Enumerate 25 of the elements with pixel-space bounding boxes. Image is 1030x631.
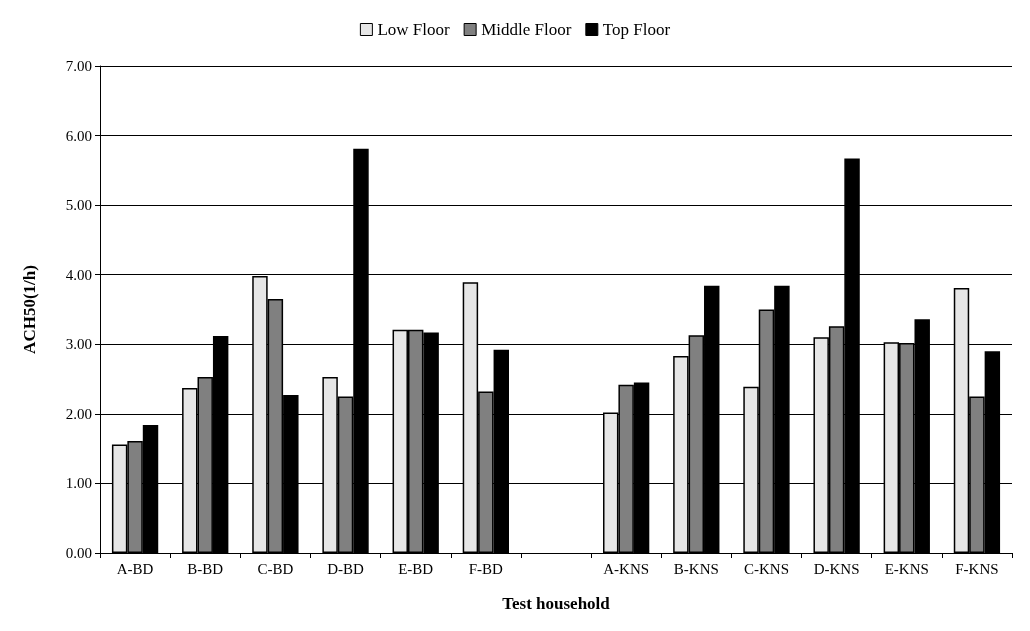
y-tick-label: 4.00 — [65, 266, 92, 283]
x-tick-label: A-BD — [116, 560, 154, 577]
x-tick-label: F-KNS — [955, 560, 999, 577]
legend-label: Low Floor — [377, 20, 450, 39]
y-tick-label: 2.00 — [65, 405, 92, 422]
x-tick-label: D-KNS — [813, 560, 860, 577]
x-tick-label: E-KNS — [884, 560, 929, 577]
x-tick-label: B-BD — [187, 560, 224, 577]
y-tick-label: 0.00 — [65, 545, 92, 561]
y-axis-title: ACH50(1/h) — [20, 265, 39, 354]
y-tick-label: 5.00 — [65, 197, 92, 214]
x-axis-title: Test household — [502, 594, 611, 613]
x-tick-label: F-BD — [468, 560, 504, 577]
x-tick-label: C-BD — [257, 560, 294, 577]
legend-label: Top Floor — [602, 20, 671, 39]
y-tick-label: 1.00 — [65, 475, 92, 492]
x-tick-label: E-BD — [398, 560, 434, 577]
y-tick-label: 6.00 — [65, 127, 92, 144]
legend-label: Middle Floor — [481, 20, 572, 39]
x-tick-label: A-KNS — [603, 560, 650, 577]
x-tick-label: D-BD — [327, 560, 365, 577]
x-tick-label: B-KNS — [673, 560, 719, 577]
y-tick-label: 7.00 — [65, 58, 92, 74]
x-tick-label: C-KNS — [743, 560, 789, 577]
y-tick-label: 3.00 — [65, 336, 92, 353]
